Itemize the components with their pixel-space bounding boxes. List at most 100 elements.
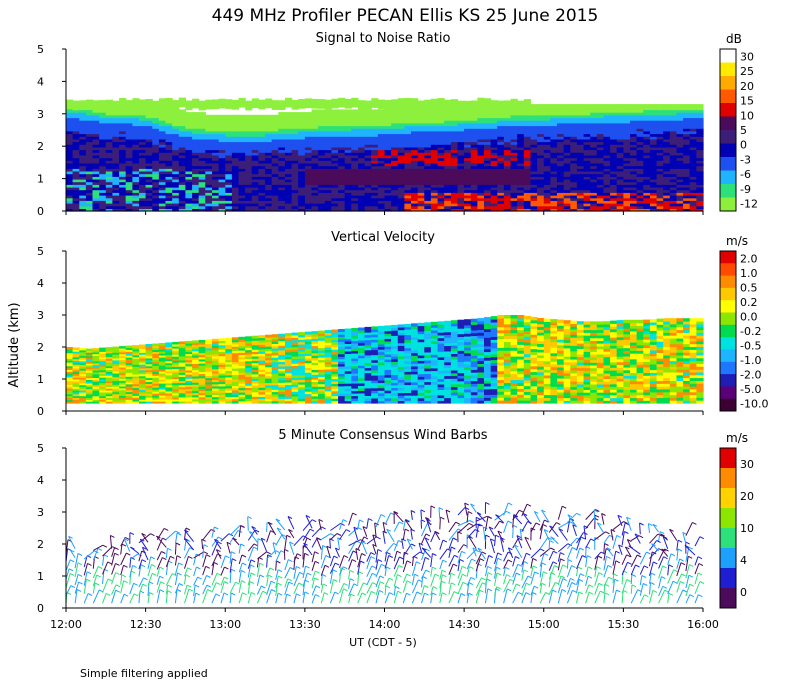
snr-cell [285, 160, 293, 164]
snr-cell [497, 176, 505, 180]
snr-cell [371, 122, 379, 127]
snr-cell [464, 146, 472, 151]
snr-cell [444, 99, 452, 110]
snr-cell [324, 136, 332, 140]
snr-cell [231, 176, 240, 180]
snr-cell [444, 117, 452, 121]
snr-cell [251, 154, 259, 159]
snr-cell [304, 154, 313, 159]
velocity-cell [132, 374, 140, 377]
snr-cell [178, 157, 186, 161]
snr-cell [358, 146, 366, 151]
velocity-cell [165, 362, 173, 366]
velocity-cell [291, 351, 299, 355]
snr-cell [424, 144, 432, 148]
snr-cell [178, 200, 186, 204]
snr-cell [278, 162, 286, 167]
snr-cell [663, 176, 671, 180]
velocity-cell [265, 384, 273, 388]
snr-cell [663, 173, 671, 177]
snr-cell [563, 154, 571, 159]
snr-cell [218, 146, 226, 151]
snr-cell [192, 152, 200, 156]
snr-cell [596, 203, 604, 207]
snr-cell [205, 205, 213, 209]
snr-cell [663, 181, 671, 185]
velocity-cell [298, 346, 306, 350]
snr-cell [450, 200, 459, 204]
velocity-cell [145, 377, 153, 380]
snr-cell [351, 162, 359, 167]
snr-cell [119, 106, 127, 111]
snr-cell [185, 178, 193, 183]
snr-cell [318, 200, 326, 204]
snr-cell [537, 112, 545, 116]
snr-cell [231, 186, 240, 191]
snr-cell [172, 157, 180, 161]
snr-cell [265, 157, 273, 161]
velocity-cell [192, 375, 200, 379]
snr-cell [583, 203, 591, 207]
snr-cell [231, 154, 240, 159]
snr-cell [603, 149, 611, 153]
snr-cell [338, 200, 346, 204]
snr-cell [172, 208, 180, 212]
snr-cell [165, 144, 173, 148]
snr-cell [72, 170, 80, 175]
snr-cell [344, 112, 352, 116]
snr-cell [464, 112, 472, 116]
velocity-cell [198, 354, 206, 358]
snr-cell [271, 162, 279, 167]
snr-cell [543, 125, 551, 129]
snr-cell [105, 109, 113, 113]
snr-cell [656, 152, 664, 156]
snr-cell [158, 106, 167, 111]
snr-cell [225, 138, 233, 143]
snr-cell [450, 120, 459, 124]
snr-cell [358, 184, 366, 188]
snr-cell [424, 112, 432, 116]
velocity-cell [225, 344, 233, 348]
velocity-cell [178, 382, 186, 386]
snr-cell [643, 205, 651, 209]
snr-cell [497, 146, 505, 151]
snr-cell [132, 205, 140, 209]
snr-cell [643, 114, 651, 119]
snr-cell [557, 144, 565, 148]
snr-cell [669, 168, 677, 172]
snr-cell [238, 195, 246, 199]
velocity-cell [112, 361, 120, 365]
velocity-cell [72, 393, 80, 397]
snr-cell [72, 184, 80, 188]
snr-cell [225, 141, 233, 145]
snr-cell [377, 112, 386, 116]
velocity-cell [178, 394, 186, 398]
snr-cell [364, 160, 372, 164]
velocity-cell [278, 386, 286, 390]
velocity-cell [192, 342, 200, 346]
snr-cell [391, 149, 399, 153]
snr-cell [570, 120, 578, 124]
velocity-cell [285, 370, 293, 374]
snr-cell [517, 146, 525, 151]
y-tick-label: 1 [37, 173, 44, 186]
snr-cell [205, 186, 213, 191]
snr-cell [285, 165, 293, 169]
velocity-cell [198, 373, 206, 377]
snr-cell [105, 128, 113, 132]
snr-cell [437, 149, 445, 153]
snr-cell [397, 98, 405, 108]
snr-cell [437, 197, 445, 201]
snr-cell [152, 189, 160, 193]
snr-cell [344, 141, 352, 145]
velocity-cell [72, 351, 80, 354]
velocity-cell [85, 368, 94, 371]
snr-cell [324, 165, 332, 169]
velocity-cell [158, 359, 167, 362]
snr-cell [583, 152, 591, 156]
snr-cell [517, 176, 525, 180]
snr-cell [377, 181, 386, 185]
snr-cell [358, 125, 366, 129]
velocity-cell [304, 400, 313, 404]
snr-cell [132, 178, 140, 183]
